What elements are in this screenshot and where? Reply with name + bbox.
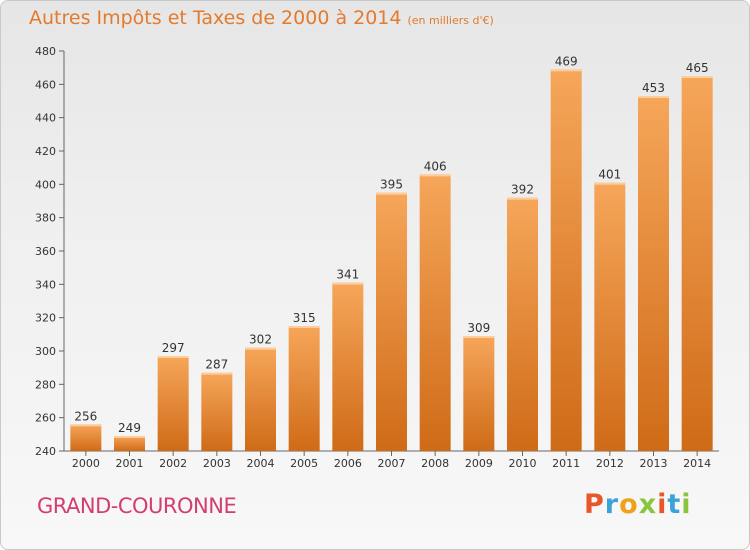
bar — [419, 174, 451, 452]
logo-letter: x — [638, 489, 658, 520]
bar-highlight — [638, 96, 669, 98]
x-tick-label: 2011 — [552, 457, 580, 470]
bar — [245, 347, 276, 451]
bar-highlight — [507, 197, 538, 200]
y-tick-label: 280 — [35, 378, 56, 391]
x-tick-label: 2008 — [421, 457, 449, 470]
bar-value-label: 315 — [293, 311, 316, 325]
commune-name: GRAND-COURONNE — [37, 494, 237, 518]
x-tick-label: 2001 — [116, 457, 144, 470]
y-tick-label: 320 — [35, 312, 56, 325]
bar-highlight — [288, 326, 320, 328]
y-tick-label: 260 — [35, 412, 56, 425]
x-tick-label: 2010 — [509, 457, 537, 470]
bar — [550, 69, 582, 451]
x-tick-label: 2005 — [290, 457, 318, 470]
x-tick-label: 2009 — [465, 457, 493, 470]
y-tick-label: 240 — [35, 445, 56, 458]
bar — [157, 356, 189, 451]
y-tick-label: 420 — [35, 145, 56, 158]
x-axis: 2000 2001 2002 2003 2004 2005 2006 2007 2008 2009… — [64, 450, 719, 470]
bar-highlight — [114, 436, 145, 438]
logo-letter: r — [604, 489, 620, 520]
bar-highlight — [419, 174, 451, 177]
bar-value-label: 287 — [205, 358, 228, 372]
bars: 256 249 297 287 302 315 341 395 406 309 392 469 401 4… — [70, 54, 713, 452]
x-tick-label: 2007 — [378, 457, 406, 470]
y-tick-label: 360 — [35, 245, 56, 258]
bar-highlight — [70, 424, 102, 427]
chart-title-text: Autres Impôts et Taxes de 2000 à 2014 — [29, 7, 402, 29]
bar-value-label: 249 — [118, 421, 141, 435]
bar-highlight — [463, 336, 495, 338]
bar-value-label: 297 — [162, 341, 185, 355]
y-tick-label: 480 — [35, 45, 56, 58]
bar — [288, 326, 320, 451]
bar-value-label: 302 — [249, 333, 272, 347]
chart-unit: (en milliers d'€) — [407, 14, 494, 27]
y-tick-label: 300 — [35, 345, 56, 358]
bar-value-label: 453 — [642, 81, 665, 95]
y-axis: 240 260 280 300 320 340 360 380 400 420 440 460 480 — [35, 45, 65, 458]
chart-title: Autres Impôts et Taxes de 2000 à 2014 (en… — [29, 7, 494, 29]
logo-letter: i — [681, 489, 692, 520]
bar — [114, 436, 145, 451]
bar — [681, 76, 713, 451]
bar-value-label: 401 — [598, 168, 621, 182]
bar-value-label: 395 — [380, 178, 403, 192]
bar-value-label: 392 — [511, 183, 534, 197]
bar-highlight — [157, 356, 189, 358]
y-tick-label: 340 — [35, 278, 56, 291]
bar — [70, 424, 102, 451]
x-tick-label: 2012 — [596, 457, 624, 470]
logo-letter: i — [657, 489, 668, 520]
bar-value-label: 469 — [555, 54, 578, 68]
bar-highlight — [594, 182, 626, 185]
x-tick-label: 2013 — [640, 457, 668, 470]
bar — [201, 372, 233, 451]
bar — [332, 282, 364, 451]
logo-letter: P — [584, 489, 605, 520]
y-tick-label: 440 — [35, 112, 56, 125]
bar-highlight — [245, 347, 276, 350]
y-tick-label: 400 — [35, 178, 56, 191]
bar-value-label: 341 — [336, 268, 359, 282]
x-tick-label: 2014 — [683, 457, 711, 470]
bar — [376, 192, 407, 451]
bar — [594, 182, 626, 451]
x-tick-label: 2004 — [247, 457, 275, 470]
logo-letter: t — [667, 489, 682, 520]
bar — [463, 336, 495, 451]
x-tick-label: 2000 — [72, 457, 100, 470]
bar-highlight — [376, 192, 407, 195]
y-tick-label: 380 — [35, 212, 56, 225]
bar-value-label: 256 — [74, 409, 97, 423]
bar-highlight — [550, 69, 582, 72]
x-tick-label: 2006 — [334, 457, 362, 470]
logo-letter: o — [619, 489, 639, 520]
bar — [638, 96, 669, 451]
bar-value-label: 465 — [686, 61, 709, 75]
x-tick-label: 2003 — [203, 457, 231, 470]
x-tick-label: 2002 — [159, 457, 187, 470]
proxiti-logo[interactable]: Proxiti — [584, 489, 692, 520]
y-tick-label: 460 — [35, 78, 56, 91]
bar — [507, 197, 538, 451]
bar-highlight — [332, 282, 364, 285]
bar-highlight — [201, 372, 233, 375]
bar-highlight — [681, 76, 713, 78]
bar-value-label: 406 — [424, 159, 447, 173]
bar-value-label: 309 — [467, 321, 490, 335]
